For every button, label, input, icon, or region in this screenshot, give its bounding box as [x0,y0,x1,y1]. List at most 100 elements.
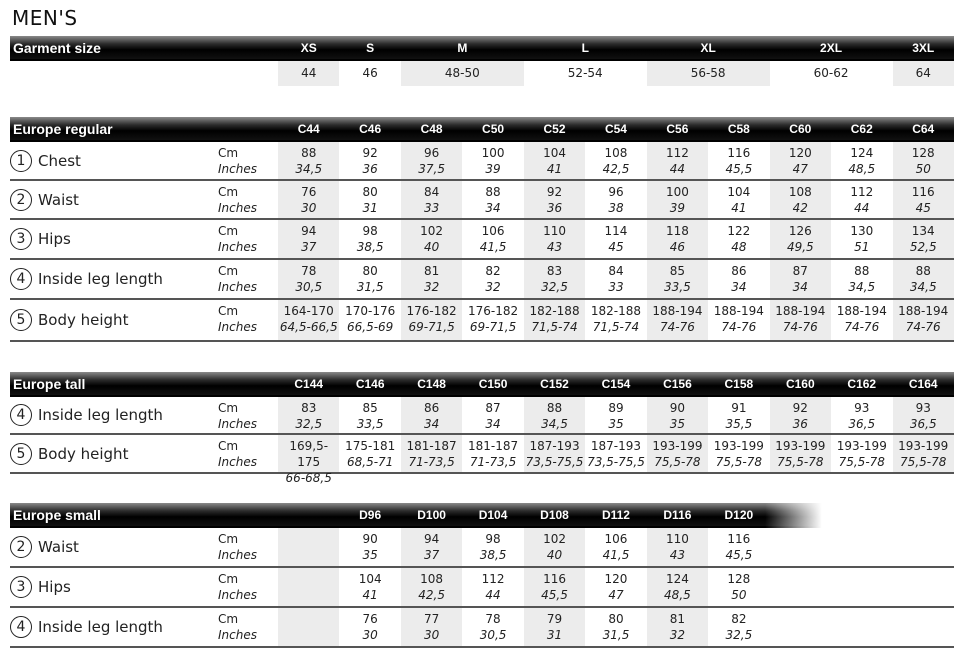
value-cell: 76 30 [278,181,339,218]
value-cell: 96 38 [585,181,646,218]
size-code: D96 [359,508,382,522]
value-inches: 36 [546,201,563,215]
shaded-column [769,435,832,472]
value-inches: 73,5-75,5 [525,455,584,469]
value-cell: 83 32,5 [278,397,339,433]
value-cell: 88 34,5 [278,142,339,179]
section-header: Europe regular C44 C46 C48 C50 C52 C54 C56 C58 C6… [10,117,954,142]
value-cm: 116 [727,146,751,160]
shaded-column [400,260,463,298]
shaded-column [646,528,709,566]
size-code: D112 [601,508,630,522]
value-cm: 96 [423,146,440,160]
value-inches: 45,5 [725,162,753,176]
shaded-column [892,260,954,298]
value-inches: 34 [485,201,501,215]
value-inches: 73,5-75,5 [587,455,645,469]
europe-tall-section: Europe tall C144 C146 C148 C150 C152 C154 C156 C… [10,372,954,485]
size-code: C64 [912,122,935,136]
value-cm: 88 [915,264,931,278]
value-cell: 80 31 [339,181,400,218]
value-cell: 128 50 [893,142,954,179]
value-cm: 176-182 [406,304,457,318]
value-inches: 74-76 [721,320,757,334]
size-value: 52-54 [567,66,603,80]
value-cell: 181-187 71-73,5 [401,435,462,472]
value-cm: 94 [301,224,317,238]
value-cell: 130 51 [831,220,892,258]
number-circle-icon: 2 [10,188,32,211]
value-cm: 193-199 [713,439,764,453]
shaded-column [278,608,340,646]
shaded-column [400,220,463,258]
shaded-column [278,528,340,566]
value-inches: 48,5 [848,162,876,176]
value-cm: 120 [604,572,628,586]
value-cell: 114 45 [585,220,646,258]
value-cell: 104 41 [708,181,769,218]
value-inches: 74-76 [844,320,880,334]
shaded-column [278,220,340,258]
value-cell: 108 42,5 [401,568,462,606]
shaded-column [400,528,463,566]
value-inches: 42 [792,201,808,215]
value-cm: 76 [301,185,317,199]
number-circle-icon: 3 [10,576,32,598]
value-cell: 176-182 69-71,5 [462,300,523,340]
value-cell: 193-199 75,5-78 [770,435,831,472]
value-inches: 49,5 [786,240,814,254]
value-cm: 116 [911,185,935,199]
measurement-label: 3 Hips [10,220,71,258]
value-cm: 86 [423,401,440,415]
value-inches: 50 [731,588,747,602]
shaded-column [646,568,709,606]
value-cm: 193-199 [775,439,826,453]
value-inches: 64,5-66,5 [279,320,338,334]
value-cell: 94 37 [401,528,462,566]
value-cm: 128 [727,572,751,586]
size-code: D116 [663,508,692,522]
value-cell: 120 47 [585,568,646,606]
shaded-column [646,181,709,218]
shaded-column [646,260,709,298]
shaded-column [523,260,586,298]
value-cm: 116 [543,572,566,586]
value-cm: 188-194 [713,304,764,318]
value-cm: 122 [727,224,751,238]
section-title: Europe regular [13,121,113,137]
size-label: XL [700,41,716,55]
value-cell: 188-194 74-76 [893,300,954,340]
value-cell: 128 50 [708,568,769,606]
value-cm: 108 [420,572,444,586]
value-inches: 69-71,5 [408,320,455,334]
measurement-label: 4 Inside leg length [10,260,163,298]
value-cm: 92 [792,401,808,415]
value-cell: 93 36,5 [831,397,892,433]
unit-cm: Cm [218,185,239,199]
value-inches: 50 [915,162,931,176]
shaded-column [892,435,954,472]
value-inches: 34 [731,280,747,294]
value-inches: 41 [362,588,378,602]
size-code: C146 [355,377,385,391]
value-cell: 84 33 [585,260,646,298]
value-cell: 187-193 73,5-75,5 [524,435,585,472]
unit-inches: Inches [218,417,257,431]
value-inches: 36,5 [848,417,876,431]
measurement-name: Hips [38,230,71,248]
value-inches: 34,5 [541,417,568,431]
value-cm: 181-187 [467,439,519,453]
unit-inches: Inches [218,548,257,562]
value-inches: 75,5-78 [715,455,763,469]
value-cm: 110 [543,224,566,238]
value-inches: 45,5 [725,548,753,562]
shaded-column [646,142,709,179]
shaded-column [646,435,709,472]
shaded-column [278,568,340,606]
value-cell: 78 30,5 [462,608,523,646]
value-cell: 120 47 [770,142,831,179]
value-cm: 86 [731,264,747,278]
value-cell: 170-176 66,5-69 [339,300,400,340]
value-cm: 116 [727,532,751,546]
value-inches: 71,5-74 [592,320,640,334]
